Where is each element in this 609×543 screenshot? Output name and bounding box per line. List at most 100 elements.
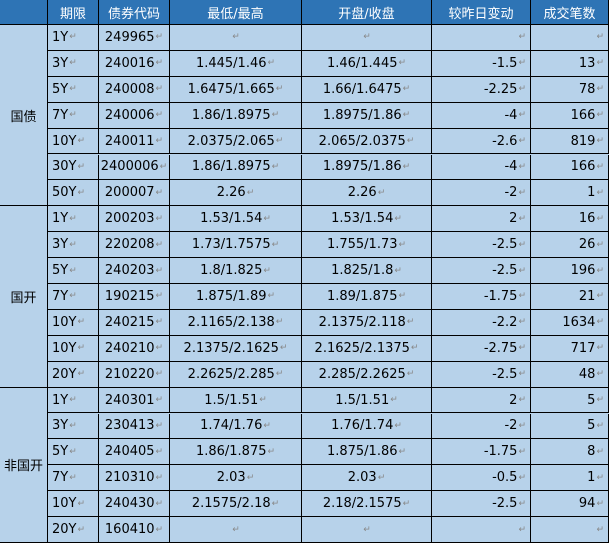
cell-term-text: 1Y bbox=[52, 211, 69, 227]
cell-count: 819 ↵ bbox=[531, 128, 609, 155]
paragraph-mark-icon: ↵ bbox=[69, 291, 77, 302]
cell-change-text: -4 bbox=[504, 107, 518, 123]
cell-lowhigh: 1.5/1.51 ↵ bbox=[170, 387, 302, 414]
paragraph-mark-icon: ↵ bbox=[596, 136, 604, 147]
cell-openclose-text: 1.825/1.8 bbox=[331, 263, 394, 279]
cell-count-text: 1634 bbox=[562, 314, 596, 330]
cell-count: 5 ↵ bbox=[531, 413, 609, 440]
paragraph-mark-icon: ↵ bbox=[159, 161, 168, 172]
cell-count-text: 196 bbox=[570, 263, 596, 279]
paragraph-mark-icon: ↵ bbox=[69, 239, 77, 250]
cell-openclose: 2.1375/2.118 ↵ bbox=[302, 309, 432, 336]
cell-change: -2.75 ↵ bbox=[432, 335, 531, 362]
cell-code-text: 160410 bbox=[104, 522, 155, 538]
cell-openclose: 2.285/2.2625 ↵ bbox=[302, 361, 432, 388]
paragraph-mark-icon: ↵ bbox=[518, 187, 526, 198]
cell-code-text: 230413 bbox=[104, 418, 155, 434]
cell-lowhigh-text: 1.445/1.46 bbox=[195, 55, 267, 71]
cell-openclose-text: 2.18/2.1575 bbox=[322, 496, 402, 512]
cell-lowhigh: 1.6475/1.665 ↵ bbox=[170, 76, 302, 103]
cell-openclose: 1.8975/1.86 ↵ bbox=[302, 102, 432, 129]
cell-code: 200203 ↵ bbox=[99, 206, 170, 233]
paragraph-mark-icon: ↵ bbox=[271, 110, 280, 121]
cell-count: 196 ↵ bbox=[531, 258, 609, 284]
cell-openclose-text: 1.755/1.73 bbox=[326, 237, 398, 253]
cell-count: 13 ↵ bbox=[531, 50, 609, 77]
cell-term: 1Y ↵ bbox=[48, 206, 99, 233]
cell-change: -2.25 ↵ bbox=[432, 76, 531, 103]
cell-code: 240210 ↵ bbox=[99, 335, 170, 362]
cell-change-text: -2.5 bbox=[492, 263, 518, 279]
paragraph-mark-icon: ↵ bbox=[155, 395, 164, 406]
cell-term-text: 1Y bbox=[52, 392, 69, 408]
cell-term-text: 3Y bbox=[52, 237, 69, 253]
paragraph-mark-icon: ↵ bbox=[394, 265, 402, 276]
paragraph-mark-icon: ↵ bbox=[402, 498, 411, 509]
cell-code-text: 220208 bbox=[104, 237, 155, 253]
header-count-text: 成交笔数 bbox=[543, 6, 596, 22]
paragraph-mark-icon: ↵ bbox=[69, 265, 77, 276]
paragraph-mark-icon: ↵ bbox=[518, 343, 526, 354]
cell-lowhigh-text: 2.1165/2.138 bbox=[187, 314, 275, 330]
paragraph-mark-icon: ↵ bbox=[232, 32, 240, 43]
cell-code-text: 240210 bbox=[104, 340, 155, 356]
cell-lowhigh: ↵ bbox=[170, 517, 302, 543]
paragraph-mark-icon: ↵ bbox=[275, 317, 284, 328]
cell-change-text: -2 bbox=[504, 185, 518, 201]
cell-lowhigh: 1.86/1.8975 ↵ bbox=[170, 102, 302, 129]
paragraph-mark-icon: ↵ bbox=[518, 498, 526, 509]
paragraph-mark-icon: ↵ bbox=[596, 265, 604, 276]
cell-term: 20Y ↵ bbox=[48, 517, 99, 543]
cell-count: ↵ bbox=[531, 25, 609, 51]
cell-lowhigh-text: 2.1575/2.18 bbox=[191, 496, 271, 512]
paragraph-mark-icon: ↵ bbox=[518, 317, 526, 328]
cell-lowhigh: 2.1575/2.18 ↵ bbox=[170, 491, 302, 518]
header-code-text: 债券代码 bbox=[107, 6, 160, 22]
cell-change: -2 ↵ bbox=[432, 413, 531, 440]
header-change: 较昨日变动 bbox=[432, 0, 531, 25]
cell-term: 7Y ↵ bbox=[48, 284, 99, 310]
cell-openclose-text: 1.5/1.51 bbox=[335, 392, 390, 408]
cell-code-text: 240203 bbox=[104, 263, 155, 279]
cell-change: -2 ↵ bbox=[432, 180, 531, 207]
paragraph-mark-icon: ↵ bbox=[69, 472, 77, 483]
cell-term: 5Y ↵ bbox=[48, 258, 99, 284]
paragraph-mark-icon: ↵ bbox=[406, 317, 415, 328]
paragraph-mark-icon: ↵ bbox=[263, 420, 271, 431]
cell-count: 166 ↵ bbox=[531, 154, 609, 181]
paragraph-mark-icon: ↵ bbox=[596, 110, 604, 121]
cell-openclose: 2.26 ↵ bbox=[302, 180, 432, 207]
cell-count: 166 ↵ bbox=[531, 102, 609, 129]
cell-change: -2.6 ↵ bbox=[432, 128, 531, 155]
cell-lowhigh-text: 2.03 bbox=[216, 470, 246, 486]
cell-change-text: -2.5 bbox=[492, 496, 518, 512]
group-label-cell: 国债 bbox=[0, 25, 48, 207]
paragraph-mark-icon: ↵ bbox=[271, 239, 280, 250]
cell-lowhigh: 1.73/1.7575 ↵ bbox=[170, 232, 302, 259]
cell-lowhigh-text: 1.86/1.8975 bbox=[191, 107, 271, 123]
header-term-text: 期限 bbox=[59, 6, 86, 22]
cell-count: 5 ↵ bbox=[531, 387, 609, 414]
cell-openclose-text: 1.53/1.54 bbox=[331, 211, 394, 227]
paragraph-mark-icon: ↵ bbox=[390, 395, 398, 406]
paragraph-mark-icon: ↵ bbox=[275, 136, 284, 147]
cell-change: -2.5 ↵ bbox=[432, 258, 531, 284]
cell-change-text: -1.5 bbox=[492, 55, 518, 71]
cell-count-text: 8 bbox=[587, 444, 596, 460]
cell-lowhigh-text: 2.26 bbox=[216, 185, 246, 201]
cell-lowhigh-text: 1.53/1.54 bbox=[200, 211, 263, 227]
cell-openclose-text: 1.89/1.875 bbox=[326, 288, 398, 304]
cell-change: ↵ bbox=[432, 517, 531, 543]
cell-term: 7Y ↵ bbox=[48, 102, 99, 129]
cell-lowhigh-text: 1.875/1.89 bbox=[195, 288, 267, 304]
cell-count: 78 ↵ bbox=[531, 76, 609, 103]
paragraph-mark-icon: ↵ bbox=[69, 395, 77, 406]
cell-change: -0.5 ↵ bbox=[432, 465, 531, 492]
header-corner bbox=[0, 0, 48, 25]
cell-code: 240405 ↵ bbox=[99, 439, 170, 466]
paragraph-mark-icon: ↵ bbox=[259, 395, 267, 406]
paragraph-mark-icon: ↵ bbox=[271, 498, 280, 509]
cell-code: 240011 ↵ bbox=[99, 128, 170, 155]
paragraph-mark-icon: ↵ bbox=[69, 58, 77, 69]
paragraph-mark-icon: ↵ bbox=[398, 239, 407, 250]
